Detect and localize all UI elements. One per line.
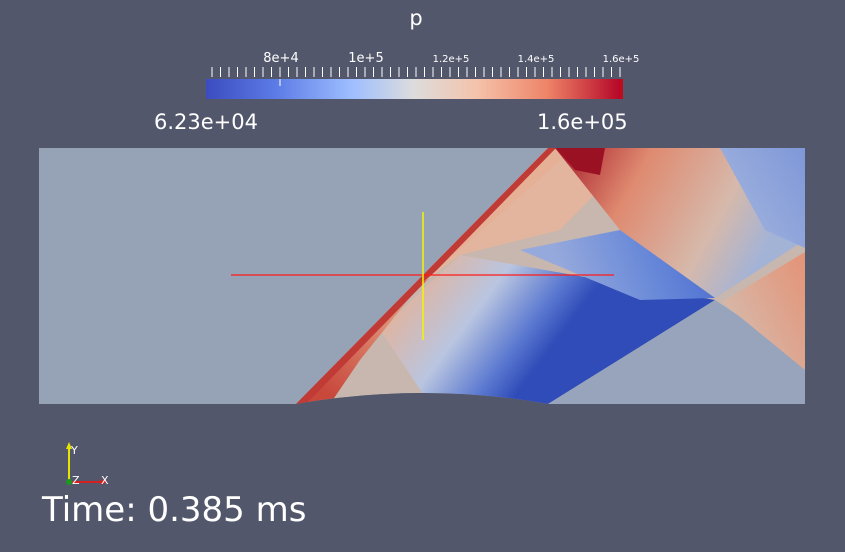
right-expansion <box>720 148 805 248</box>
z-axis-marker <box>66 479 72 485</box>
y-axis-label: Y <box>70 444 78 457</box>
time-annotation: Time: 0.385 ms <box>42 490 307 530</box>
orientation-axes: Y Z X <box>66 442 109 487</box>
scalar-bar-max-label: 1.6e+05 <box>537 110 628 134</box>
scalar-bar-ticks <box>211 67 621 77</box>
hot-spot <box>556 148 605 175</box>
x-axis-arrow <box>101 479 107 485</box>
scalar-bar-min-label: 6.23e+04 <box>154 110 258 134</box>
scalar-bar-title: p <box>409 6 423 30</box>
scalar-bar-tick-label: 8e+4 <box>263 51 299 66</box>
scalar-bar-tick-label: 1.4e+5 <box>517 54 555 65</box>
right-compression <box>722 252 805 370</box>
scalar-bar-tick-label: 1.6e+5 <box>602 54 640 65</box>
x-axis-label: X <box>101 474 109 487</box>
downstream-region <box>548 300 805 404</box>
scalar-bar-end-mark <box>620 79 623 99</box>
scalar-bar-tick-label: 1e+5 <box>348 51 384 66</box>
scalar-bar <box>206 67 623 99</box>
pressure-field[interactable] <box>39 148 805 404</box>
expansion-wedge <box>520 230 715 300</box>
scalar-bar-gradient <box>206 79 622 99</box>
scalar-bar-tick-label: 1.2e+5 <box>432 54 470 65</box>
z-axis-label: Z <box>72 474 80 487</box>
shock-front <box>296 148 556 404</box>
bump-body <box>296 393 548 404</box>
y-axis-arrow <box>66 442 72 449</box>
